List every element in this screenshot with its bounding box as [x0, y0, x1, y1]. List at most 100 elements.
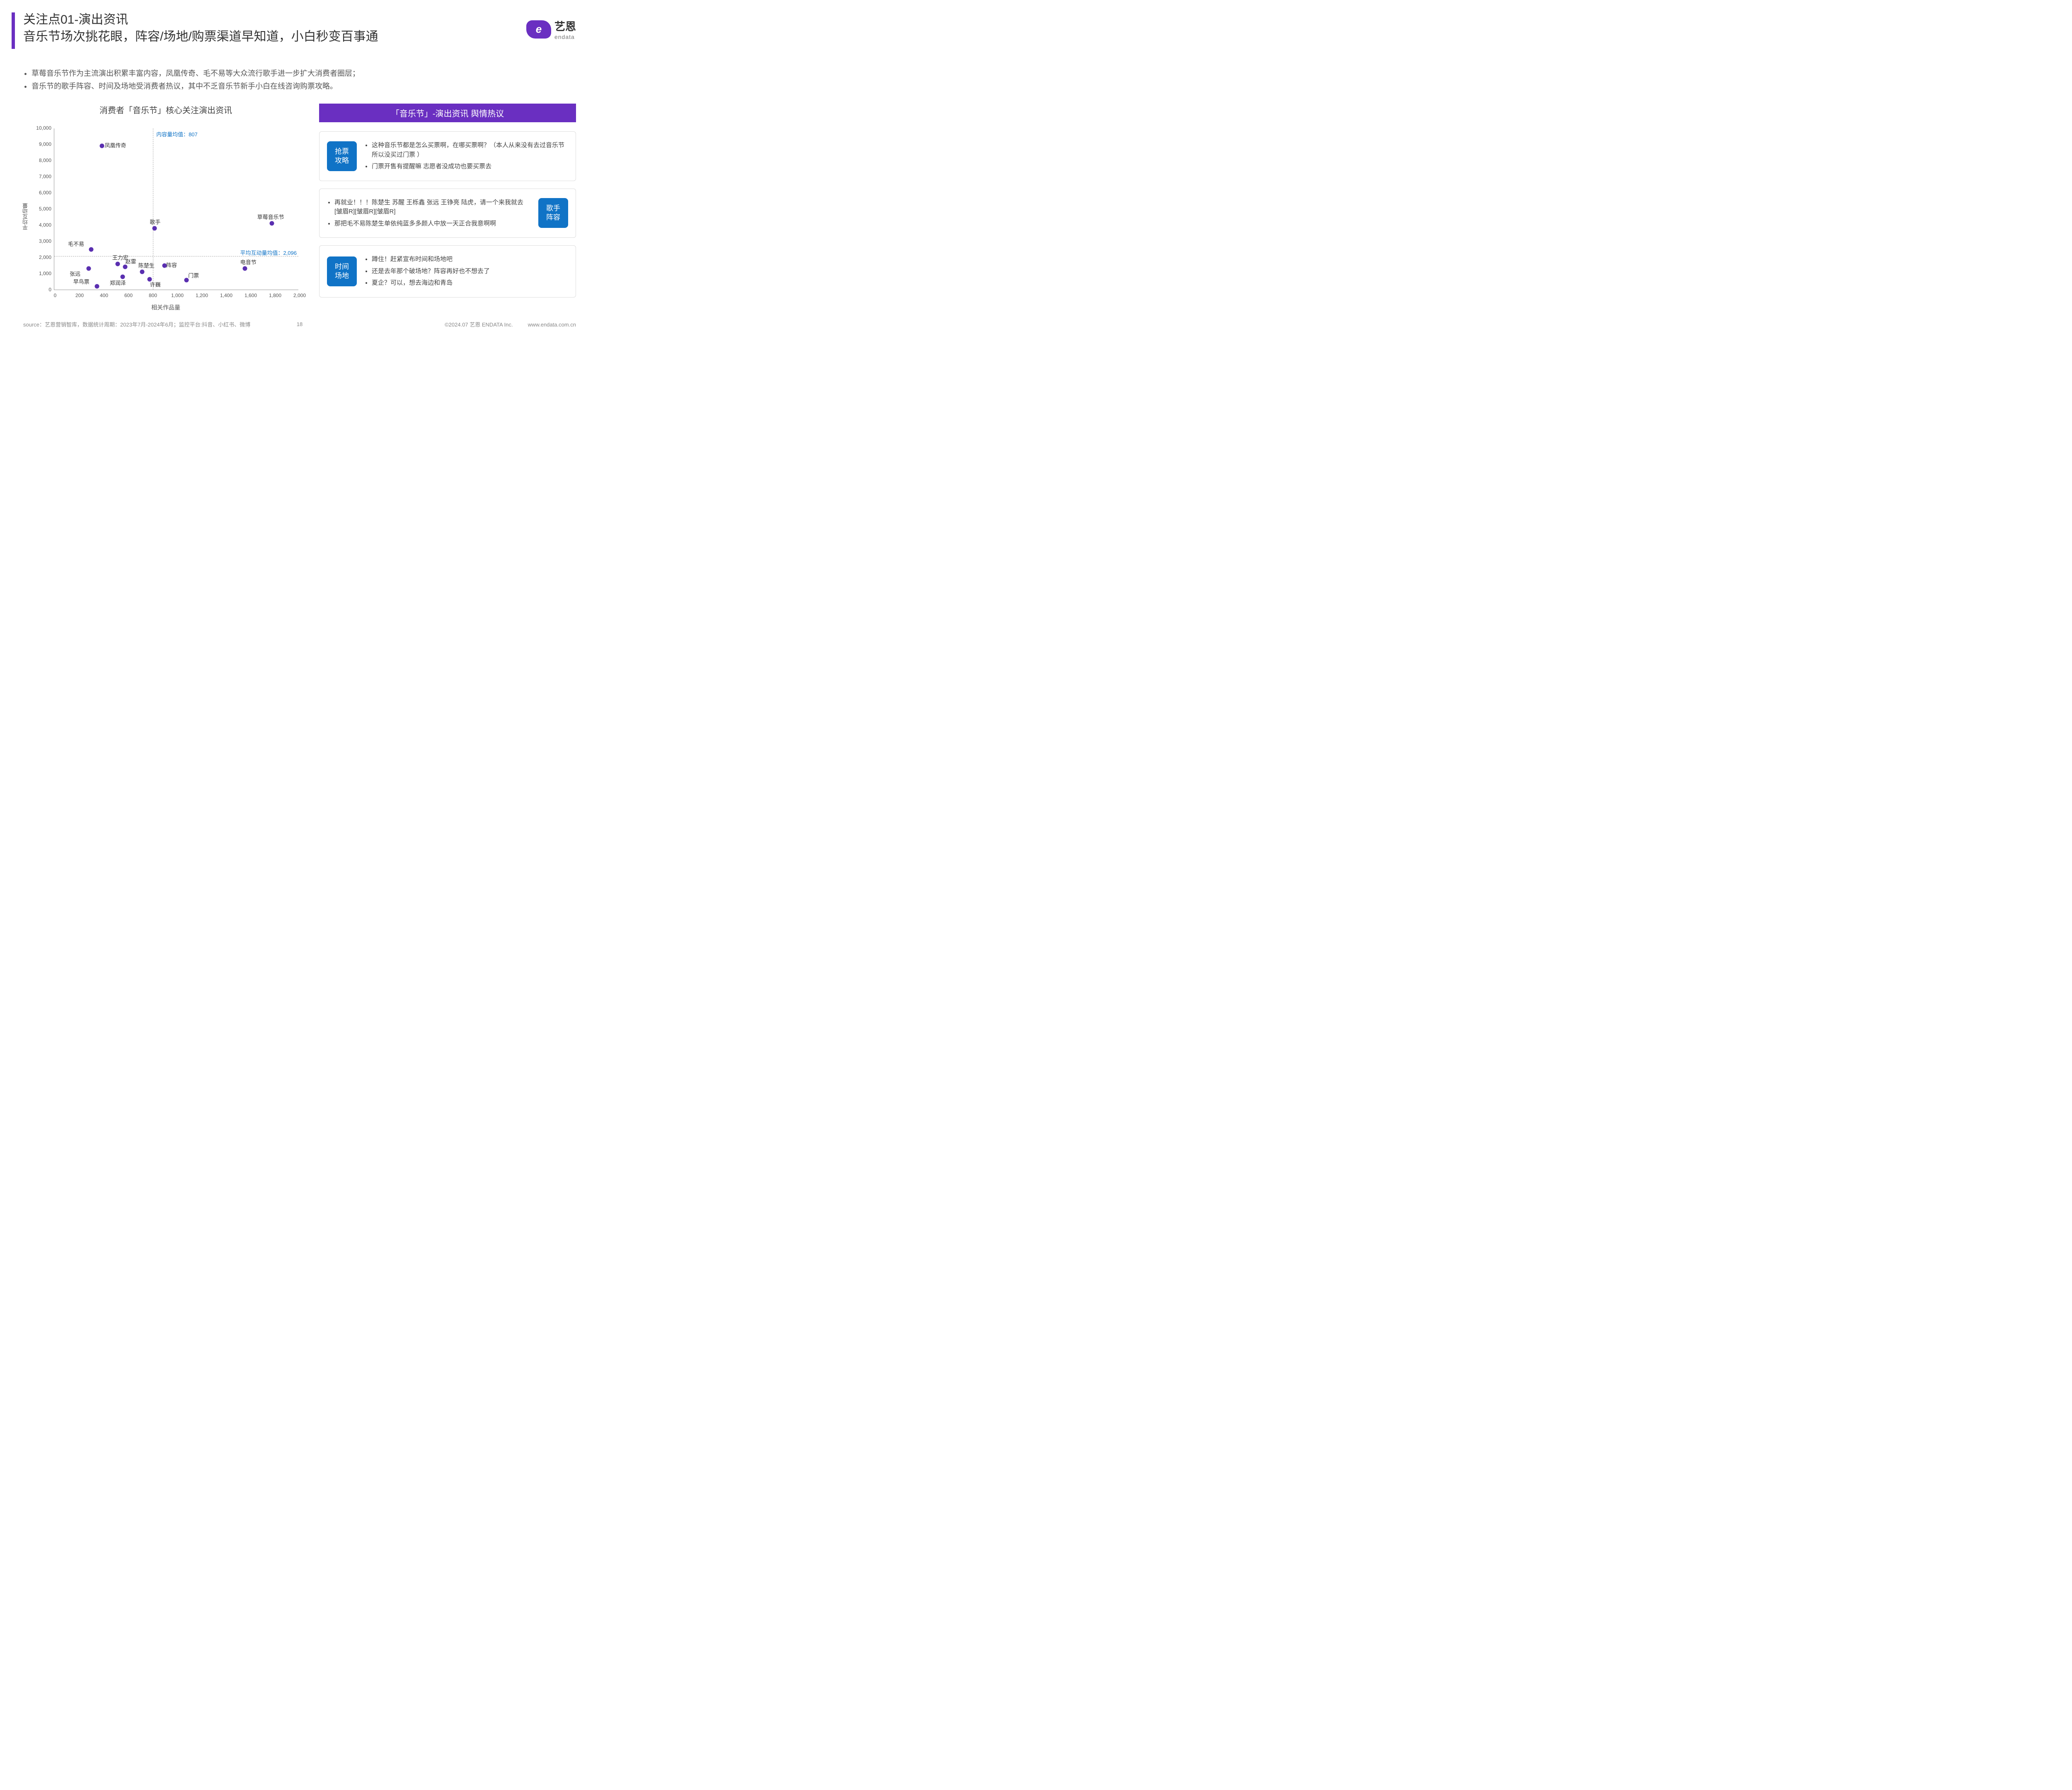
- chart-ytick: 8,000: [27, 157, 51, 163]
- footer-source: source：艺恩营销智库，数据统计周期：2023年7月-2024年6月；监控平…: [23, 320, 250, 328]
- header-accent-bar: [12, 12, 15, 49]
- opinion-item: 还是去年那个破场地？阵容再好也不想去了: [372, 267, 490, 276]
- opinion-item: 门票开售有提醒嘛 志愿者没成功也要买票去: [372, 162, 568, 172]
- opinion-card: 时间场地蹲住！赶紧宣布时间和场地吧还是去年那个破场地？阵容再好也不想去了夏企？可…: [319, 245, 576, 298]
- panel-cards: 抢票攻略这种音乐节都是怎么买票啊，在哪买票啊？（本人从来没有去过音乐节所以没买过…: [319, 131, 576, 298]
- chart-point: 陈楚生: [140, 270, 145, 274]
- chart-point-dot: [89, 247, 93, 252]
- chart-point: 歌手: [152, 226, 157, 230]
- title-line-2: 音乐节场次挑花眼，阵容/场地/购票渠道早知道，小白秒变百事通: [23, 29, 378, 46]
- chart-xtick: 200: [71, 293, 88, 298]
- opinion-tag: 抢票攻略: [327, 141, 357, 171]
- chart-point-label: 草莓音乐节: [257, 213, 284, 221]
- chart-ytick: 3,000: [27, 238, 51, 244]
- chart-point: 早鸟票: [95, 284, 99, 289]
- opinion-item: 夏企？可以，想去海边和青岛: [372, 278, 490, 288]
- chart-point-dot: [95, 284, 99, 289]
- summary-bullets: 草莓音乐节作为主流演出积累丰富内容，凤凰传奇、毛不易等大众流行歌手进一步扩大消费…: [23, 67, 360, 92]
- chart-point-dot: [100, 143, 104, 148]
- opinion-card: 歌手阵容再就业！！！陈楚生 苏醒 王栎鑫 张远 王铮亮 陆虎，请一个来我就去[皱…: [319, 189, 576, 238]
- opinion-list: 蹲住！赶紧宣布时间和场地吧还是去年那个破场地？阵容再好也不想去了夏企？可以，想去…: [372, 252, 490, 290]
- opinion-list: 再就业！！！陈楚生 苏醒 王栎鑫 张远 王铮亮 陆虎，请一个来我就去[皱眉R][…: [334, 196, 531, 231]
- chart-point: 凤凰传奇: [100, 143, 104, 148]
- chart-ref-hlabel: 平均互动量均值：2,096: [240, 249, 297, 256]
- chart-point-dot: [116, 261, 120, 266]
- chart-ytick: 10,000: [27, 125, 51, 131]
- chart-ytick: 2,000: [27, 254, 51, 260]
- chart-xtick: 1,800: [267, 293, 283, 298]
- footer-url: www.endata.com.cn: [528, 322, 576, 328]
- chart-ytick: 5,000: [27, 206, 51, 212]
- chart-ytick: 9,000: [27, 141, 51, 147]
- chart-point-label: 歌手: [150, 218, 160, 225]
- chart-point-dot: [140, 270, 145, 274]
- chart-ytick: 1,000: [27, 271, 51, 276]
- chart-point-label: 凤凰传奇: [105, 141, 126, 149]
- chart-ref-vlabel: 内容量均值：807: [156, 130, 198, 138]
- chart-xtick: 400: [96, 293, 112, 298]
- chart-point-label: 门票: [188, 271, 199, 279]
- brand-logo: e 艺恩 endata: [526, 18, 576, 40]
- bullet-item: 草莓音乐节作为主流演出积累丰富内容，凤凰传奇、毛不易等大众流行歌手进一步扩大消费…: [31, 67, 360, 80]
- chart-xtick: 1,000: [169, 293, 186, 298]
- chart-plot-area: 01,0002,0003,0004,0005,0006,0007,0008,00…: [54, 128, 298, 290]
- chart-point: 许巍: [148, 277, 152, 281]
- opinion-panel: 「音乐节」-演出资讯 舆情热议 抢票攻略这种音乐节都是怎么买票啊，在哪买票啊？（…: [319, 104, 576, 305]
- chart-xtick: 1,600: [242, 293, 259, 298]
- chart-point-dot: [152, 226, 157, 230]
- chart-ytick: 7,000: [27, 174, 51, 179]
- chart-point-dot: [270, 221, 274, 226]
- logo-badge-letter: e: [536, 23, 542, 36]
- chart-xtick: 800: [145, 293, 161, 298]
- chart-point: 王力宏: [116, 261, 120, 266]
- chart-point: 郑润泽: [121, 274, 125, 279]
- chart-ytick: 4,000: [27, 222, 51, 228]
- opinion-card: 抢票攻略这种音乐节都是怎么买票啊，在哪买票啊？（本人从来没有去过音乐节所以没买过…: [319, 131, 576, 181]
- bullet-item: 音乐节的歌手阵容、时间及场地受消费者热议，其中不乏音乐节新手小白在线咨询购票攻略…: [31, 80, 360, 93]
- chart-point-label: 电音节: [240, 258, 257, 266]
- opinion-item: 那把毛不易陈楚生单依纯蓝多多颜人中放一天正合我意啊啊: [334, 219, 531, 229]
- chart-point: 张远: [86, 266, 91, 271]
- slide-footer: source：艺恩营销智库，数据统计周期：2023年7月-2024年6月；监控平…: [23, 320, 576, 328]
- opinion-item: 蹲住！赶紧宣布时间和场地吧: [372, 255, 490, 264]
- opinion-tag: 时间场地: [327, 256, 357, 286]
- chart-point-label: 郑润泽: [110, 278, 126, 286]
- chart-title: 消费者「音乐节」核心关注演出资讯: [33, 104, 298, 116]
- logo-badge: e: [526, 20, 551, 39]
- footer-copyright: ©2024.07 艺恩 ENDATA Inc.: [445, 322, 513, 328]
- opinion-item: 这种音乐节都是怎么买票啊，在哪买票啊？（本人从来没有去过音乐节所以没买过门票 ）: [372, 141, 568, 160]
- title-line-1: 关注点01-演出资讯: [23, 12, 378, 29]
- chart-point: 草莓音乐节: [270, 221, 274, 226]
- panel-heading: 「音乐节」-演出资讯 舆情热议: [319, 104, 576, 122]
- chart-point-label: 张远: [70, 270, 80, 278]
- logo-text-en: endata: [554, 34, 576, 40]
- chart-point-label: 早鸟票: [73, 278, 90, 285]
- chart-point-label: 许巍: [150, 280, 161, 288]
- chart-xtick: 2,000: [291, 293, 308, 298]
- chart-ytick: 0: [27, 287, 51, 293]
- chart-point-label: 毛不易: [68, 239, 84, 247]
- opinion-item: 再就业！！！陈楚生 苏醒 王栎鑫 张远 王铮亮 陆虎，请一个来我就去[皱眉R][…: [334, 198, 531, 217]
- chart-point: 门票: [184, 278, 189, 282]
- chart-point-label: 赵雷: [126, 257, 136, 265]
- scatter-chart: 平均互动量 01,0002,0003,0004,0005,0006,0007,0…: [25, 120, 307, 311]
- chart-point-label: 阵容: [166, 261, 177, 268]
- logo-text-cn: 艺恩: [554, 18, 576, 34]
- opinion-list: 这种音乐节都是怎么买票啊，在哪买票啊？（本人从来没有去过音乐节所以没买过门票 ）…: [372, 138, 568, 174]
- chart-xtick: 0: [47, 293, 63, 298]
- slide-title: 关注点01-演出资讯 音乐节场次挑花眼，阵容/场地/购票渠道早知道，小白秒变百事…: [23, 12, 378, 45]
- opinion-tag: 歌手阵容: [538, 198, 568, 228]
- chart-xtick: 1,200: [194, 293, 210, 298]
- chart-xlabel: 相关作品量: [25, 303, 307, 312]
- chart-point: 电音节: [243, 266, 247, 271]
- chart-point: 赵雷: [123, 265, 128, 269]
- chart-point-dot: [86, 266, 91, 271]
- chart-point: 阵容: [162, 263, 167, 268]
- chart-ytick: 6,000: [27, 190, 51, 196]
- chart-point: 毛不易: [89, 247, 93, 252]
- chart-xtick: 1,400: [218, 293, 235, 298]
- chart-xtick: 600: [120, 293, 137, 298]
- footer-page: 18: [297, 321, 303, 327]
- chart-point-label: 陈楚生: [138, 261, 155, 269]
- chart-point-dot: [243, 266, 247, 271]
